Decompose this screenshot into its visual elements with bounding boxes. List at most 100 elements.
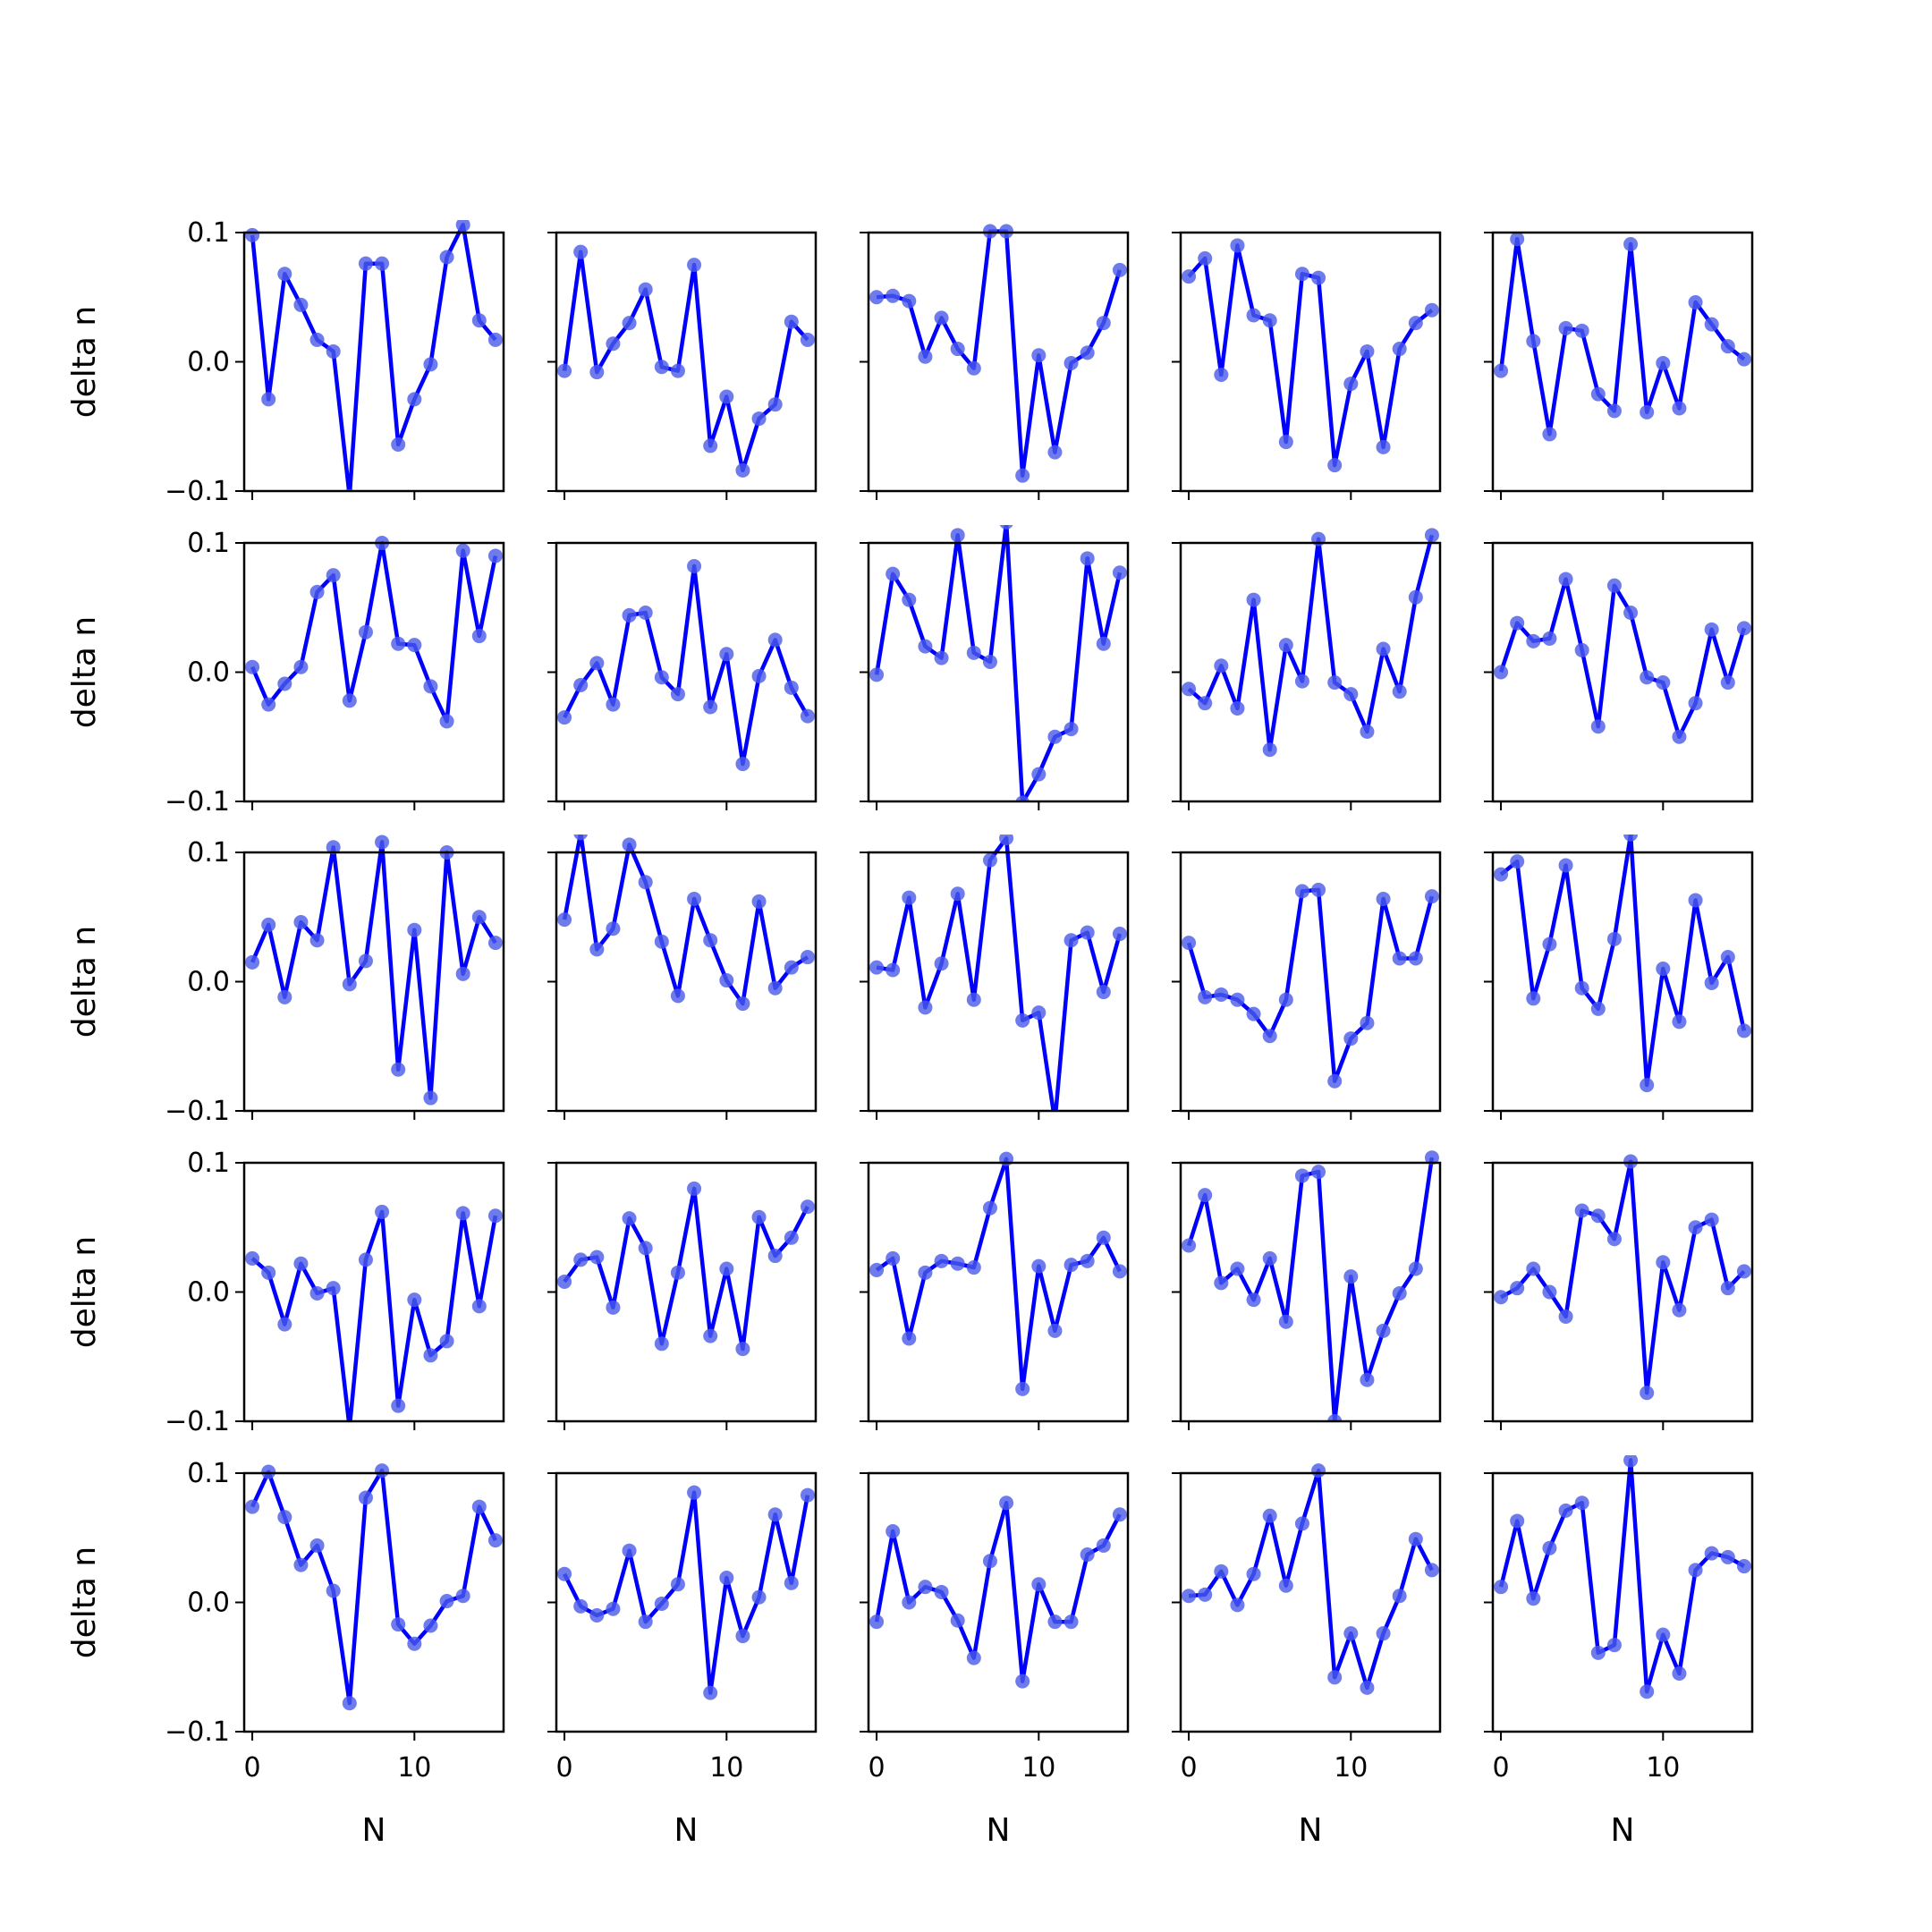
data-point bbox=[703, 1685, 718, 1700]
data-point bbox=[1424, 889, 1439, 904]
data-point bbox=[557, 1274, 572, 1289]
series-group bbox=[869, 525, 1127, 801]
series-group bbox=[557, 244, 815, 478]
data-point bbox=[1311, 270, 1326, 285]
series-group bbox=[1182, 1463, 1439, 1695]
subplot-r3-c4 bbox=[1172, 851, 1442, 1120]
data-point bbox=[1096, 985, 1111, 1000]
data-point bbox=[1112, 1507, 1127, 1522]
y-axis-label: delta n bbox=[66, 616, 103, 728]
series-group bbox=[1182, 528, 1439, 758]
subplot-r4-c4 bbox=[1172, 1150, 1442, 1430]
series-line bbox=[562, 835, 809, 1006]
data-point bbox=[654, 934, 669, 949]
series-line bbox=[1186, 1157, 1435, 1421]
data-point bbox=[1246, 1006, 1261, 1021]
data-point bbox=[1311, 531, 1326, 547]
data-point bbox=[423, 1090, 438, 1106]
data-point bbox=[703, 933, 718, 948]
data-point bbox=[1656, 1627, 1671, 1642]
data-point bbox=[1262, 1029, 1277, 1044]
data-point bbox=[670, 687, 685, 702]
data-point bbox=[245, 1499, 260, 1514]
data-point bbox=[1640, 1684, 1655, 1699]
data-point bbox=[670, 1577, 685, 1592]
data-point bbox=[982, 1554, 997, 1569]
data-point bbox=[1112, 565, 1127, 580]
data-point bbox=[784, 960, 799, 975]
data-point bbox=[293, 1256, 309, 1271]
series-line bbox=[250, 1468, 497, 1706]
data-point bbox=[1542, 631, 1557, 646]
data-point bbox=[293, 1557, 309, 1572]
data-point bbox=[375, 256, 390, 271]
series-group bbox=[557, 1485, 815, 1700]
data-point bbox=[918, 639, 933, 654]
subplot-r3-c5 bbox=[1484, 835, 1754, 1120]
data-point bbox=[767, 1249, 783, 1264]
data-point bbox=[622, 837, 637, 852]
subplot-r1-c5 bbox=[1484, 231, 1754, 500]
data-point bbox=[1574, 1203, 1589, 1218]
data-point bbox=[1343, 1031, 1359, 1046]
axes-frame bbox=[555, 541, 818, 803]
y-tick-label: 0.0 bbox=[187, 1588, 230, 1619]
series-line bbox=[250, 1209, 498, 1421]
data-point bbox=[1343, 1626, 1359, 1641]
data-point bbox=[1080, 925, 1095, 940]
data-point bbox=[719, 647, 734, 662]
y-axis-label: delta n bbox=[66, 306, 103, 418]
data-point bbox=[886, 1250, 901, 1266]
data-point bbox=[1494, 1290, 1509, 1305]
data-point bbox=[784, 314, 799, 329]
subplot-r1-c3 bbox=[860, 224, 1130, 500]
subplot-r4-c3 bbox=[860, 1151, 1130, 1430]
data-point bbox=[1590, 386, 1606, 402]
data-point bbox=[407, 638, 422, 653]
data-point bbox=[1262, 313, 1277, 328]
data-point bbox=[999, 525, 1013, 530]
data-point bbox=[934, 1253, 949, 1268]
axes-frame bbox=[1491, 541, 1754, 803]
data-point bbox=[751, 1589, 767, 1605]
data-point bbox=[391, 1398, 406, 1413]
data-point bbox=[918, 349, 933, 364]
subplot-r5-c2: 0 10 N bbox=[547, 1471, 818, 1849]
data-point bbox=[1494, 1580, 1509, 1595]
data-point bbox=[1720, 950, 1735, 965]
data-point bbox=[1096, 1230, 1111, 1245]
data-point bbox=[439, 714, 454, 729]
data-point bbox=[1031, 1577, 1046, 1592]
data-point bbox=[1510, 232, 1525, 247]
data-point bbox=[638, 1241, 653, 1256]
data-point bbox=[982, 852, 997, 868]
data-point bbox=[1294, 674, 1309, 689]
series-line bbox=[563, 564, 809, 767]
data-point bbox=[735, 462, 750, 478]
data-point bbox=[654, 670, 669, 685]
data-point bbox=[670, 1265, 685, 1280]
data-point bbox=[622, 1543, 637, 1558]
subplot-r5-c4: 0 10 N bbox=[1172, 1463, 1442, 1849]
data-point bbox=[326, 840, 341, 855]
y-tick-label: 0.0 bbox=[187, 657, 230, 689]
y-tick-label: −0.1 bbox=[165, 476, 230, 507]
x-tick-label: 10 bbox=[1334, 1752, 1368, 1784]
data-point bbox=[1360, 1372, 1375, 1387]
data-point bbox=[309, 584, 325, 599]
series-line bbox=[876, 835, 1123, 1111]
data-point bbox=[1063, 355, 1079, 370]
x-tick-label: 10 bbox=[1646, 1752, 1680, 1784]
data-point bbox=[767, 1507, 783, 1522]
data-point bbox=[358, 953, 373, 969]
data-point bbox=[1542, 427, 1557, 442]
data-point bbox=[358, 624, 373, 640]
data-point bbox=[886, 962, 901, 978]
data-point bbox=[423, 357, 438, 372]
series-line bbox=[562, 250, 809, 473]
data-point bbox=[1736, 621, 1751, 636]
data-point bbox=[1278, 638, 1293, 653]
data-point bbox=[557, 710, 572, 725]
data-point bbox=[1688, 1563, 1703, 1578]
data-point bbox=[687, 1485, 702, 1500]
